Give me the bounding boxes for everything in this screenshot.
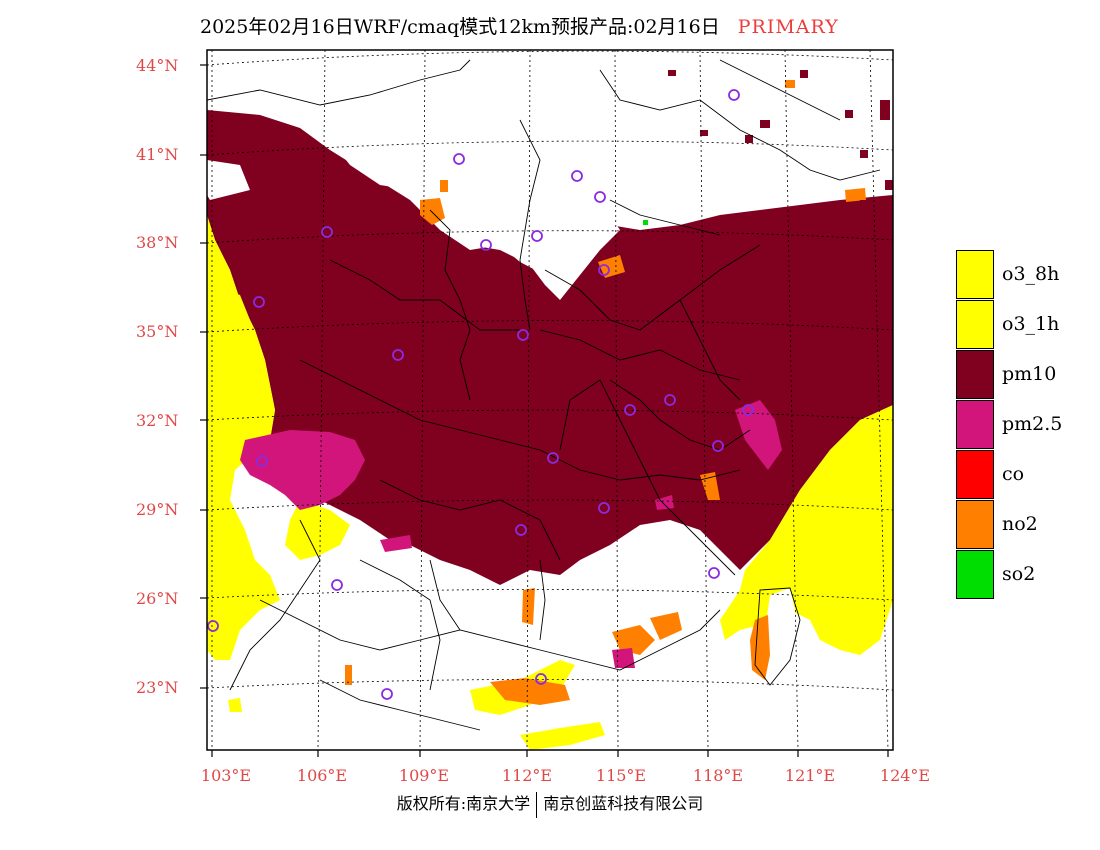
lon-label-109: 109°E (398, 766, 450, 785)
copyright-right: 南京创蓝科技有限公司 (543, 794, 704, 813)
copyright-footer: 版权所有:南京大学 南京创蓝科技有限公司 (0, 790, 1100, 818)
footer-divider (536, 791, 538, 818)
legend-swatch (956, 499, 994, 549)
legend-swatch (956, 549, 994, 599)
pm10-region (207, 110, 893, 585)
lon-label-115: 115°E (595, 766, 647, 785)
legend-label: pm2.5 (1002, 413, 1063, 435)
legend-item-pm25: pm2.5 (956, 399, 1096, 449)
lat-label-23: 23°N (136, 678, 179, 697)
lat-label-38: 38°N (136, 233, 179, 252)
title-text: 2025年02月16日WRF/cmaq模式12km预报产品:02月16日 (200, 16, 720, 38)
station-markers (207, 89, 754, 700)
legend-label: o3_8h (1002, 263, 1060, 285)
lat-label-32: 32°N (136, 411, 179, 430)
legend-item-pm10: pm10 (956, 349, 1096, 399)
pm25-region-west (240, 430, 365, 510)
pollutant-legend: o3_8h o3_1h pm10 pm2.5 co no2 so2 (956, 249, 1096, 599)
legend-swatch (956, 399, 994, 449)
lon-label-118: 118°E (692, 766, 744, 785)
title-primary-tag: PRIMARY (737, 16, 839, 38)
graticule (207, 50, 893, 750)
legend-label: co (1002, 463, 1025, 485)
lon-label-121: 121°E (784, 766, 836, 785)
lat-label-44: 44°N (136, 56, 179, 75)
map-frame (206, 49, 894, 751)
legend-label: no2 (1002, 513, 1038, 535)
legend-label: pm10 (1002, 363, 1057, 385)
legend-item-o3-1h: o3_1h (956, 299, 1096, 349)
legend-label: o3_1h (1002, 313, 1060, 335)
legend-item-no2: no2 (956, 499, 1096, 549)
lat-label-35: 35°N (136, 322, 179, 341)
legend-label: so2 (1002, 563, 1036, 585)
legend-item-o3-8h: o3_8h (956, 249, 1096, 299)
map-title: 2025年02月16日WRF/cmaq模式12km预报产品:02月16日 PRIM… (200, 12, 839, 39)
copyright-left: 版权所有:南京大学 (396, 794, 531, 813)
lon-label-103: 103°E (200, 766, 252, 785)
lon-label-112: 112°E (501, 766, 553, 785)
no2-patches (345, 80, 866, 705)
legend-item-so2: so2 (956, 549, 1096, 599)
legend-swatch (956, 349, 994, 399)
lat-label-29: 29°N (136, 500, 179, 519)
lon-label-106: 106°E (296, 766, 348, 785)
lon-label-124: 124°E (879, 766, 931, 785)
boundaries (207, 59, 881, 731)
legend-swatch (956, 249, 994, 299)
pm25-patches (380, 400, 782, 668)
legend-swatch (956, 449, 994, 499)
legend-item-co: co (956, 449, 1096, 499)
lat-label-41: 41°N (136, 145, 179, 164)
legend-swatch (956, 299, 994, 349)
o3-region-east (720, 405, 893, 655)
lat-label-26: 26°N (136, 589, 179, 608)
